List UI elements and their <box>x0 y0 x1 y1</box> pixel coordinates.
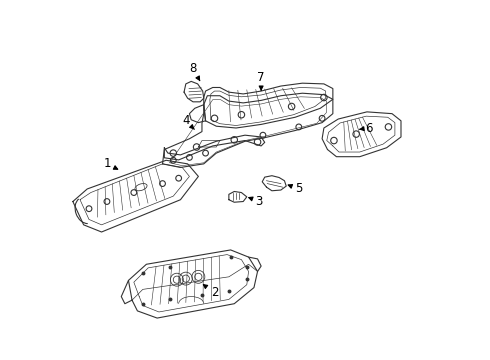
Text: 5: 5 <box>288 183 302 195</box>
Text: 8: 8 <box>189 62 200 81</box>
Text: 4: 4 <box>182 114 195 129</box>
Text: 2: 2 <box>203 285 218 300</box>
Text: 6: 6 <box>359 122 372 135</box>
Text: 1: 1 <box>103 157 118 170</box>
Text: 7: 7 <box>257 71 265 90</box>
Text: 3: 3 <box>249 195 263 208</box>
